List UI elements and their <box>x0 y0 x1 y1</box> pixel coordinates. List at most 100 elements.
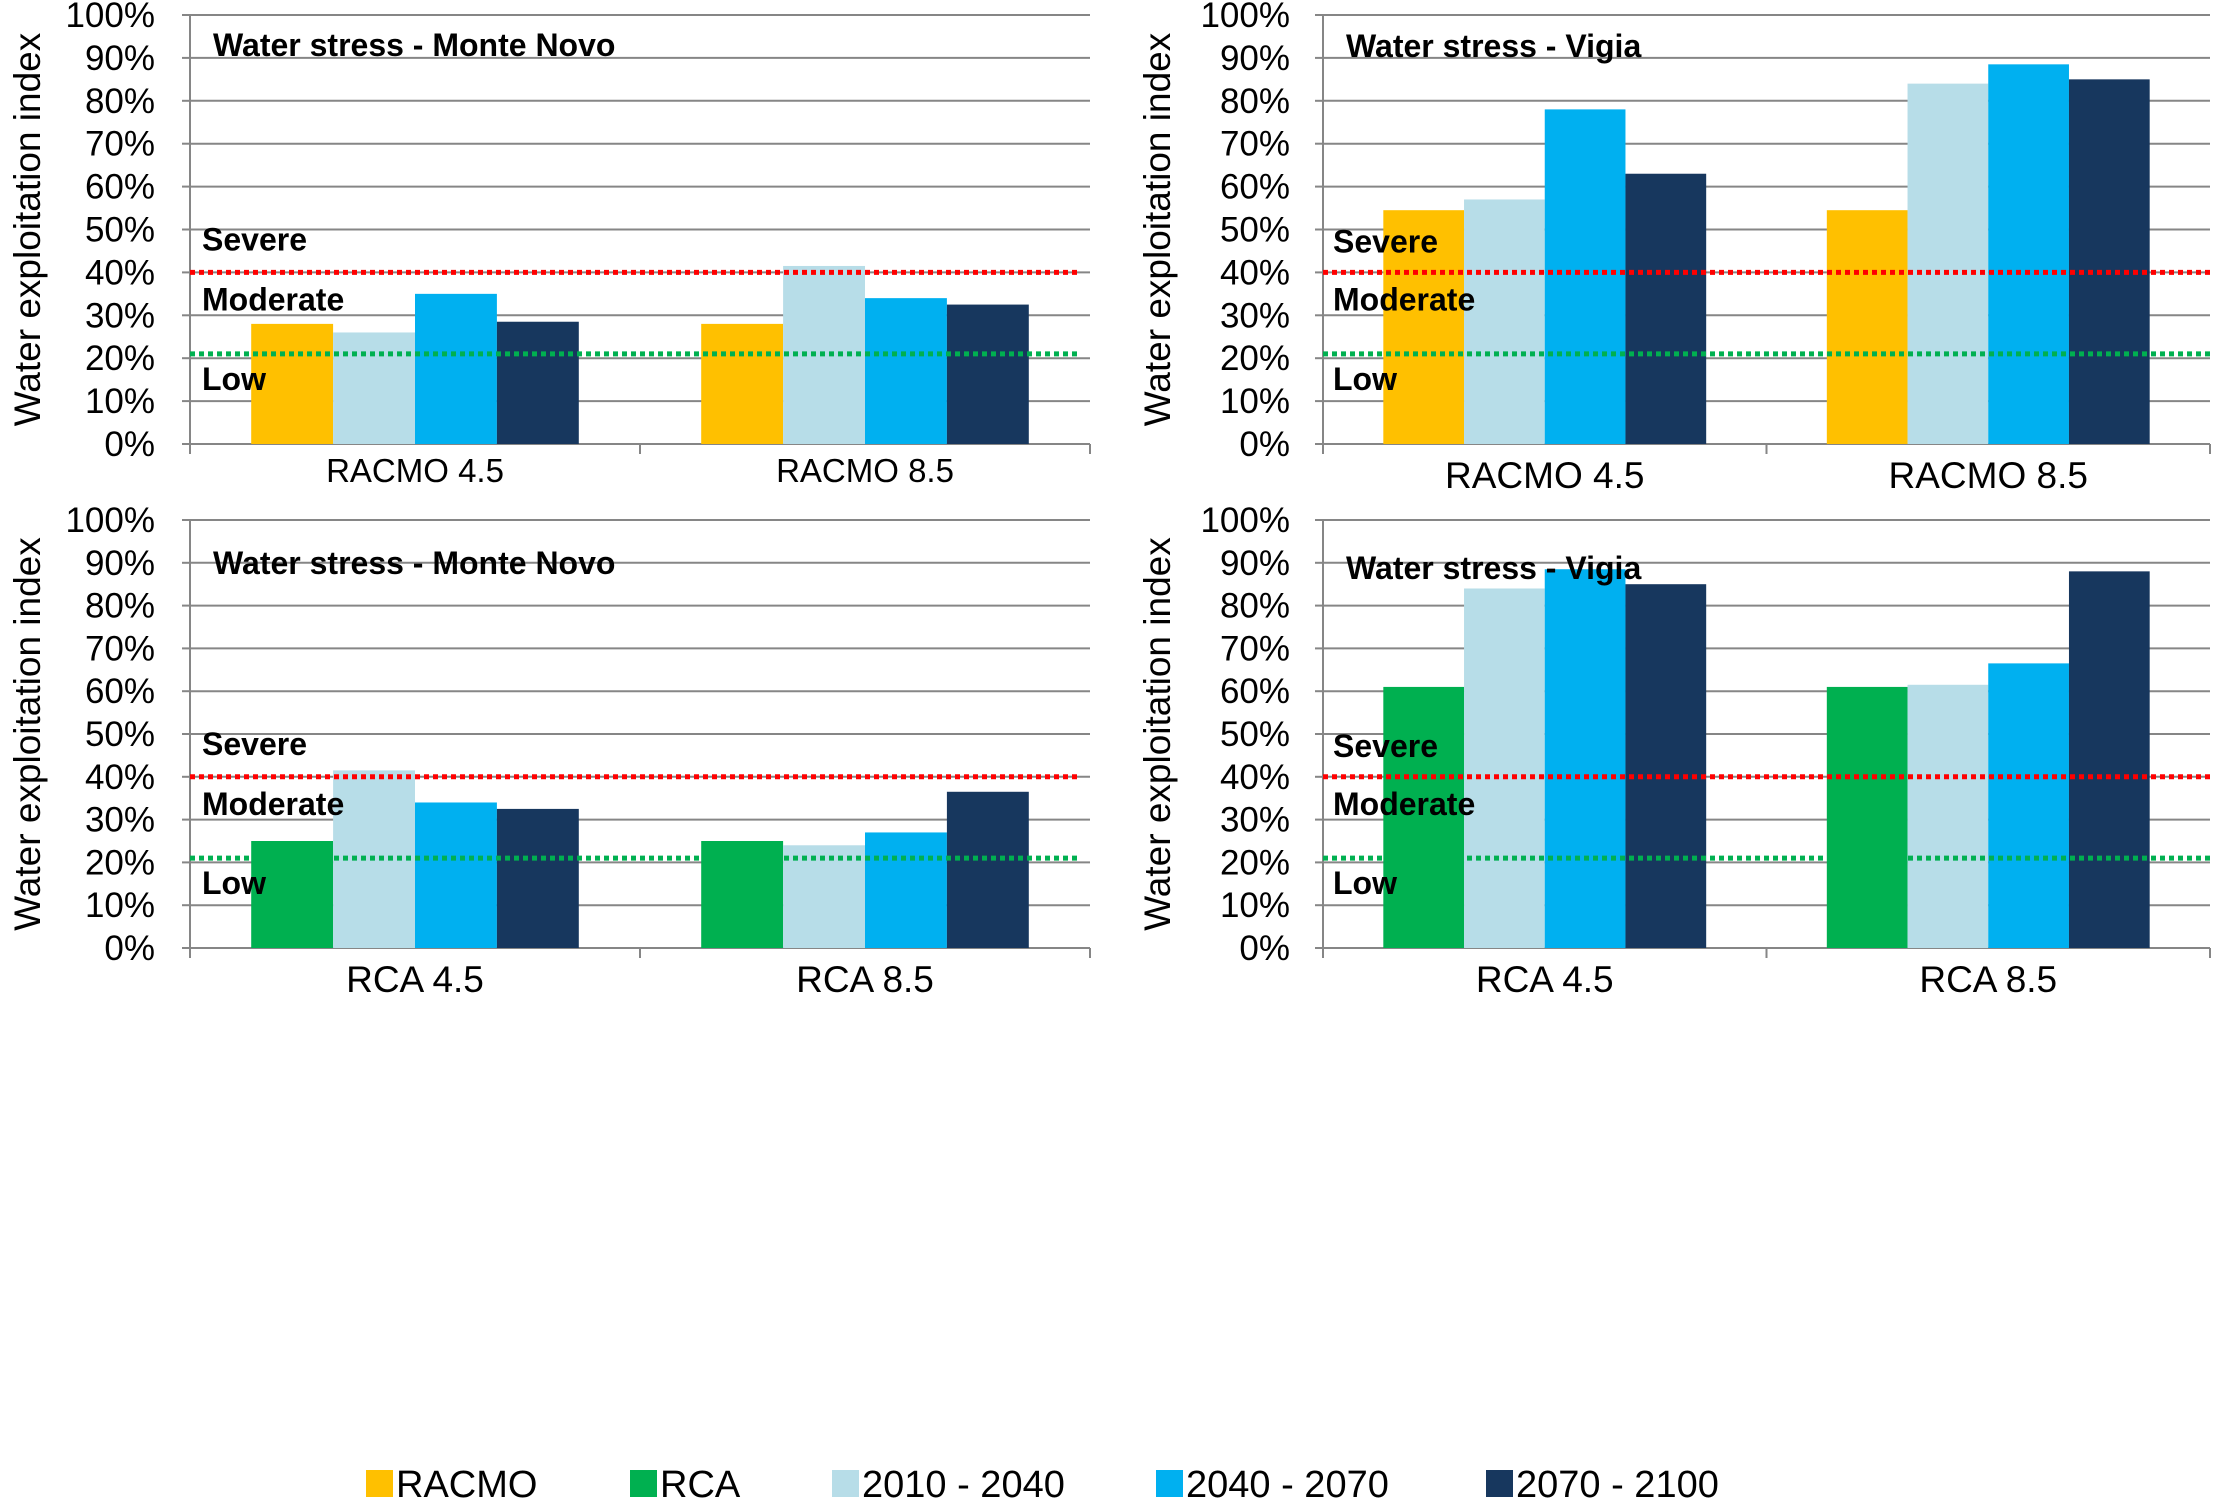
chart-panel-3: 0% 10% 20%30% 40% 50% 60% 70%80% 90% 100% RCA 4.5… <box>7 501 1091 1000</box>
zone-label-low: Low <box>1333 361 1397 397</box>
x-category-label: RACMO 8.5 <box>776 452 954 489</box>
y-tick-label: 10% <box>85 886 155 925</box>
bar <box>946 304 1029 444</box>
zone-label-low: Low <box>202 865 266 901</box>
zone-label-severe: Severe <box>202 726 307 762</box>
zone-label-severe: Severe <box>202 221 307 257</box>
bar <box>1383 210 1465 444</box>
y-tick-label: 90% <box>1220 39 1290 78</box>
y-tick-label: 30% <box>1220 296 1290 335</box>
x-category-label: RCA 4.5 <box>346 959 484 1000</box>
bar <box>1625 173 1707 445</box>
y-tick-label: 100% <box>1200 0 1290 35</box>
bar <box>2068 79 2150 444</box>
y-tick-label: 80% <box>1220 587 1290 626</box>
legend-swatch <box>366 1470 393 1497</box>
y-tick-label: 80% <box>85 82 155 121</box>
y-tick-label: 10% <box>1220 886 1290 925</box>
y-axis-label: Water exploitation index <box>7 32 48 426</box>
chart-panel-2: 0% 10% 20% 30% 40%50% 60% 70% 80% 90% 100% RACMO 4… <box>1137 0 2211 496</box>
y-tick-label: 10% <box>85 382 155 421</box>
bar <box>865 832 947 948</box>
bar <box>496 321 579 444</box>
zone-label-low: Low <box>202 361 266 397</box>
bar <box>2068 571 2150 948</box>
bar <box>1544 569 1626 948</box>
bar <box>865 298 947 444</box>
y-tick-label: 50% <box>1220 715 1290 754</box>
chart-title: Water stress - Vigia <box>1346 28 1641 64</box>
y-tick-label: 40% <box>85 253 155 292</box>
x-category-label: RCA 8.5 <box>796 959 934 1000</box>
legend-label: 2040 - 2070 <box>1186 1464 1389 1503</box>
y-tick-label: 0% <box>1239 929 1290 968</box>
legend-label: RACMO <box>396 1464 537 1503</box>
zone-label-moderate: Moderate <box>202 786 344 822</box>
y-tick-label: 20% <box>85 843 155 882</box>
bar <box>415 293 497 444</box>
zone-label-low: Low <box>1333 865 1397 901</box>
legend-swatch <box>832 1470 859 1497</box>
x-category-label: RACMO 4.5 <box>326 452 504 489</box>
y-tick-label: 10% <box>1220 382 1290 421</box>
y-tick-label: 20% <box>1220 339 1290 378</box>
x-category-label: RACMO 4.5 <box>1445 455 1644 496</box>
zone-label-severe: Severe <box>1333 223 1438 259</box>
y-tick-label: 50% <box>1220 211 1290 250</box>
y-tick-label: 20% <box>1220 843 1290 882</box>
bar <box>333 332 415 444</box>
chart-panel-4: 0% 10% 20%30% 40% 50% 60% 70%80% 90% 100% RCA 4.5… <box>1137 501 2211 1000</box>
y-tick-label: 90% <box>85 39 155 78</box>
y-tick-label: 80% <box>85 587 155 626</box>
y-tick-label: 0% <box>104 929 155 968</box>
y-tick-label: 40% <box>1220 758 1290 797</box>
bar <box>783 845 865 948</box>
y-tick-label: 70% <box>85 629 155 668</box>
bar <box>1826 210 1908 444</box>
y-tick-label: 0% <box>104 425 155 464</box>
legend-swatch <box>1486 1470 1513 1497</box>
y-axis-label: Water exploitation index <box>7 537 48 931</box>
bar <box>415 802 497 948</box>
legend-swatch <box>1156 1470 1183 1497</box>
x-category-label: RCA 4.5 <box>1476 959 1614 1000</box>
bar <box>1826 686 1908 948</box>
bar <box>1988 64 2069 445</box>
bar <box>1383 686 1465 948</box>
chart-title: Water stress - Vigia <box>1346 550 1641 586</box>
bar <box>496 808 579 948</box>
legend-swatch <box>630 1470 657 1497</box>
y-tick-label: 60% <box>1220 168 1290 207</box>
y-axis-label: Water exploitation index <box>1137 32 1178 426</box>
bar <box>1464 199 1545 444</box>
bar <box>1907 83 1989 444</box>
y-tick-label: 70% <box>1220 125 1290 164</box>
y-tick-label: 100% <box>65 501 155 540</box>
x-category-label: RCA 8.5 <box>1919 959 2057 1000</box>
bar <box>1907 684 1989 948</box>
y-tick-label: 80% <box>1220 82 1290 121</box>
y-tick-label: 50% <box>85 211 155 250</box>
bar <box>1544 109 1626 444</box>
bar <box>1988 663 2069 948</box>
y-tick-label: 90% <box>85 544 155 583</box>
y-tick-label: 0% <box>1239 425 1290 464</box>
bar <box>1625 584 1707 948</box>
y-tick-label: 100% <box>65 0 155 35</box>
y-tick-label: 90% <box>1220 544 1290 583</box>
y-tick-label: 70% <box>85 125 155 164</box>
chart-panel-1: 0% 10% 20% 30% 40%50% 60% 70% 80% 90% 100% RACMO 4… <box>7 0 1091 489</box>
legend: RACMO RCA 2010 - 2040 2040 - 2070 2070 - 210… <box>366 1464 1719 1503</box>
y-tick-label: 30% <box>1220 801 1290 840</box>
bar <box>251 323 334 444</box>
chart-title: Water stress - Monte Novo <box>213 545 615 581</box>
y-tick-label: 60% <box>85 672 155 711</box>
y-tick-label: 40% <box>1220 253 1290 292</box>
y-tick-label: 100% <box>1200 501 1290 540</box>
x-category-label: RACMO 8.5 <box>1889 455 2088 496</box>
bar <box>1464 588 1545 948</box>
zone-label-moderate: Moderate <box>1333 281 1475 317</box>
y-tick-label: 30% <box>85 296 155 335</box>
zone-label-moderate: Moderate <box>1333 786 1475 822</box>
